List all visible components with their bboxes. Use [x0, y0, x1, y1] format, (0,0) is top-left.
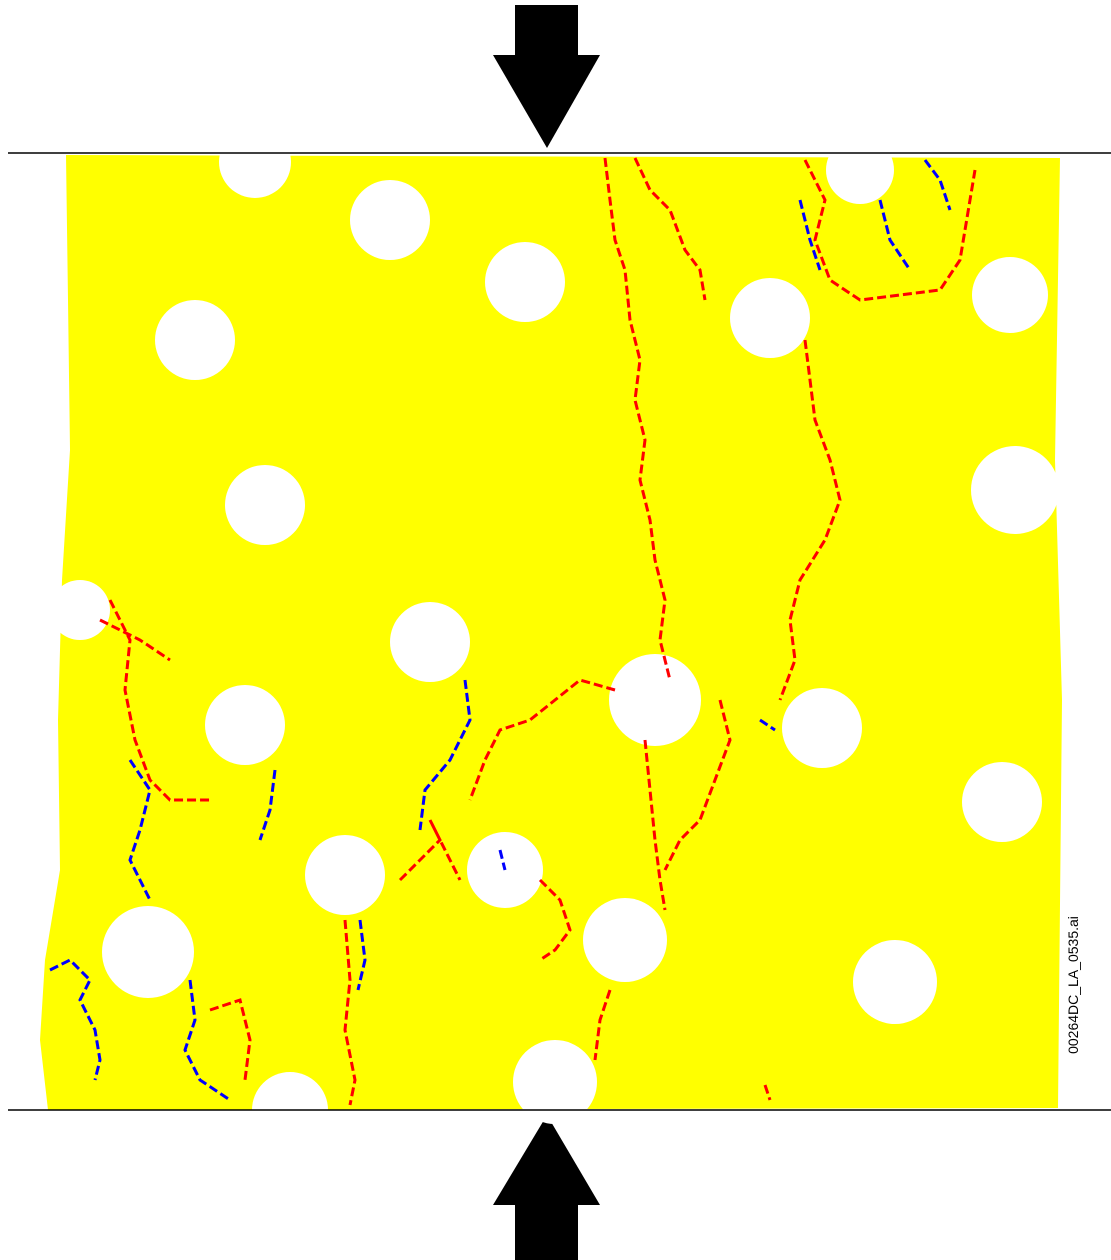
top-arrow [493, 5, 600, 148]
file-label: 00264DC_LA_0535.ai [1065, 916, 1081, 1054]
voids [50, 126, 1059, 1148]
blue-cracks [49, 159, 952, 1102]
red-cracks [99, 157, 977, 1106]
bottom-arrow [493, 1115, 600, 1260]
specimen [40, 126, 1062, 1148]
